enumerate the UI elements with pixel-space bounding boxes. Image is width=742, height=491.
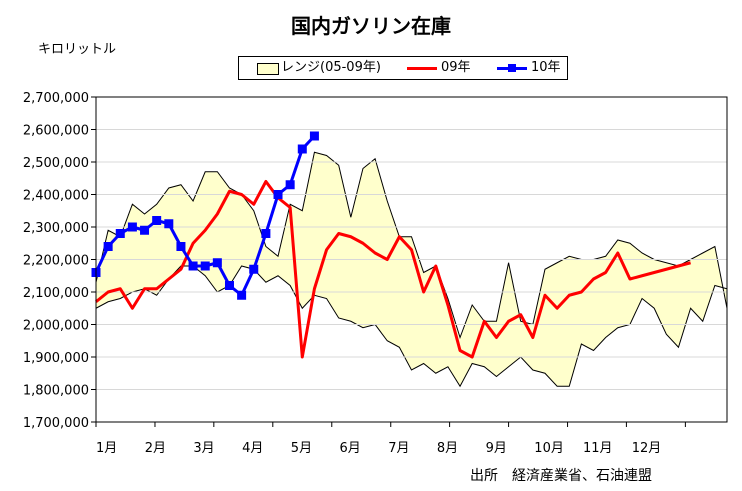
x-tick-label: 8月: [437, 441, 458, 456]
series-marker-1: [261, 229, 271, 238]
x-tick-label: 10月: [534, 441, 564, 456]
series-marker-1: [103, 242, 113, 251]
legend-09-label: 09年: [441, 60, 471, 75]
series-marker-1: [188, 261, 198, 271]
x-tick-label: 12月: [632, 441, 662, 456]
x-tick-label: 6月: [340, 441, 361, 456]
legend-10-marker: [508, 64, 516, 72]
series-marker-1: [249, 264, 259, 274]
legend-10-label: 10年: [531, 60, 561, 75]
series-marker-1: [237, 290, 247, 300]
series-marker-1: [164, 219, 174, 229]
x-tick-label: 2月: [145, 441, 166, 456]
x-tick-label: 5月: [291, 441, 312, 456]
y-axis-unit-label: キロリットル: [38, 42, 117, 57]
series-marker-1: [224, 281, 234, 290]
x-tick-label: 7月: [388, 441, 409, 456]
y-tick-label: 2,200,000: [23, 254, 89, 269]
y-tick-label: 2,400,000: [23, 189, 89, 204]
series-marker-1: [152, 216, 162, 225]
series-marker-1: [309, 131, 319, 141]
y-tick-label: 1,700,000: [23, 416, 89, 431]
legend-09-swatch: [407, 67, 437, 70]
y-tick-label: 2,100,000: [23, 286, 89, 301]
legend-range-swatch: [257, 63, 279, 75]
x-tick-label: 9月: [486, 441, 507, 456]
y-tick-label: 1,800,000: [23, 384, 89, 399]
y-tick-label: 1,900,000: [23, 351, 89, 366]
source-note: 出所 経済産業省、石油連盟: [470, 468, 652, 484]
y-tick-label: 2,300,000: [23, 221, 89, 236]
series-line-0: [95, 180, 691, 359]
series-marker-1: [297, 144, 307, 154]
series-marker-1: [140, 225, 150, 235]
legend: レンジ(05-09年) 09年 10年: [238, 56, 568, 80]
series-marker-1: [212, 258, 222, 268]
x-tick-label: 4月: [242, 441, 263, 456]
x-tick-label: 11月: [583, 441, 613, 456]
series-marker-1: [127, 222, 137, 232]
axes: 1,700,000 1,800,000 1,900,000 2,000,000 2,10…: [23, 91, 728, 456]
y-tick-label: 2,000,000: [23, 319, 89, 334]
series-marker-1: [273, 190, 283, 199]
x-tick-label: 1月: [96, 441, 117, 456]
series-lines: [91, 131, 691, 359]
y-tick-label: 2,500,000: [23, 156, 89, 171]
chart-title: 国内ガソリン在庫: [291, 14, 451, 38]
y-tick-label: 2,700,000: [23, 91, 89, 106]
y-tick-label: 2,600,000: [23, 124, 89, 139]
series-marker-1: [115, 229, 125, 238]
legend-range-label: レンジ(05-09年): [281, 60, 381, 75]
x-tick-label: 3月: [193, 441, 214, 456]
series-marker-1: [285, 180, 295, 190]
series-marker-1: [176, 242, 186, 251]
series-marker-1: [200, 261, 210, 271]
